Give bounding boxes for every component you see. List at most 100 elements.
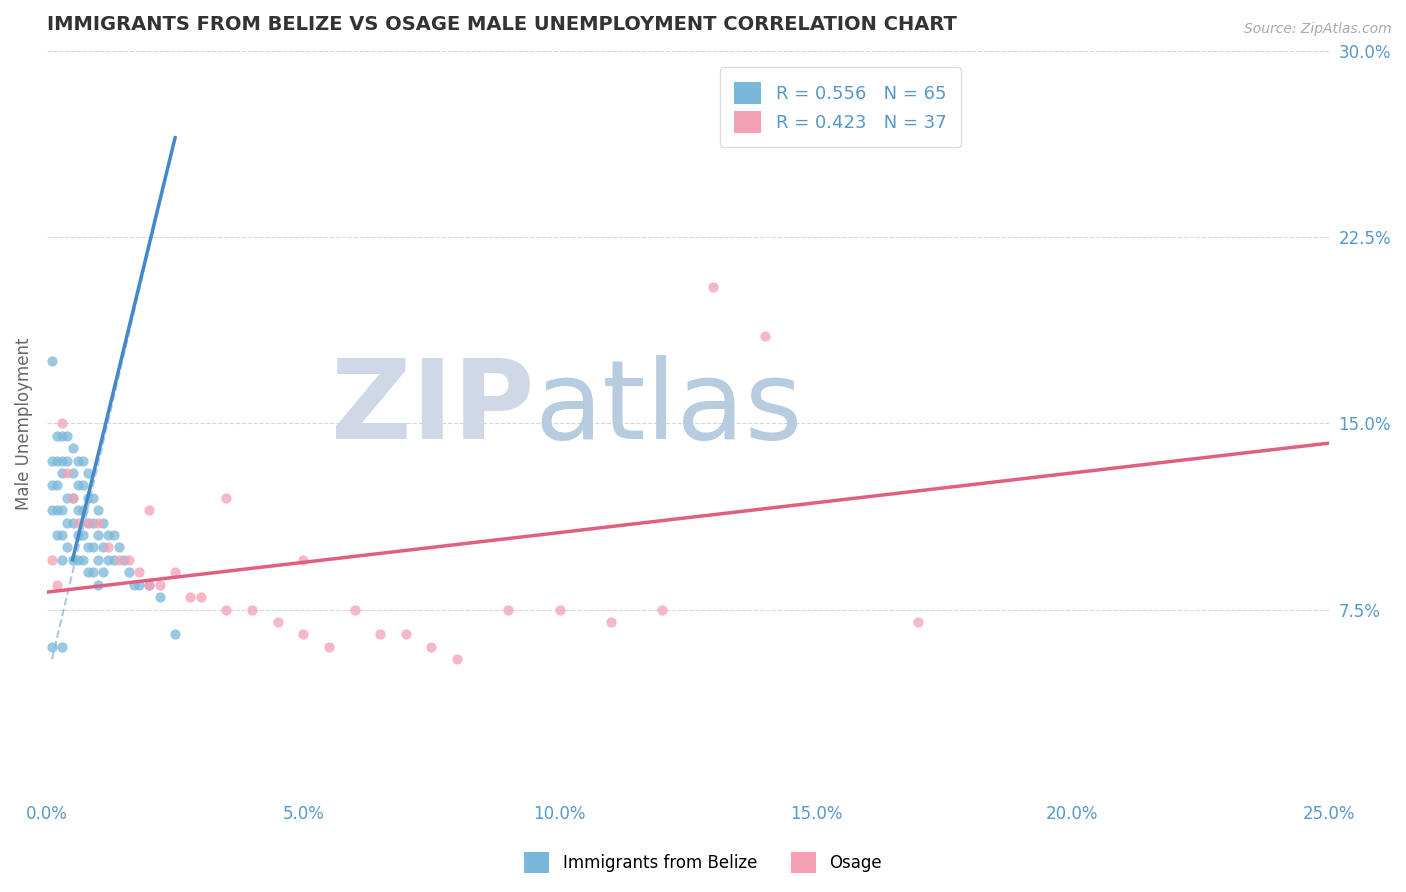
Point bbox=[56, 541, 79, 555]
Point bbox=[66, 553, 89, 567]
Point bbox=[651, 602, 673, 616]
Point bbox=[51, 428, 73, 442]
Point bbox=[87, 516, 110, 530]
Point bbox=[91, 566, 114, 580]
Point bbox=[51, 503, 73, 517]
Point bbox=[46, 503, 69, 517]
Point bbox=[91, 516, 114, 530]
Point bbox=[138, 503, 160, 517]
Point bbox=[51, 453, 73, 467]
Point bbox=[87, 528, 110, 542]
Point bbox=[77, 516, 100, 530]
Point bbox=[72, 528, 94, 542]
Point bbox=[56, 516, 79, 530]
Text: Source: ZipAtlas.com: Source: ZipAtlas.com bbox=[1244, 22, 1392, 37]
Point bbox=[599, 615, 621, 629]
Point bbox=[66, 503, 89, 517]
Point bbox=[82, 541, 104, 555]
Point bbox=[149, 577, 172, 591]
Point bbox=[41, 503, 63, 517]
Point bbox=[118, 553, 141, 567]
Point bbox=[122, 577, 145, 591]
Point bbox=[56, 453, 79, 467]
Point bbox=[128, 566, 150, 580]
Point bbox=[266, 615, 288, 629]
Point bbox=[56, 466, 79, 480]
Point bbox=[190, 590, 212, 604]
Legend: Immigrants from Belize, Osage: Immigrants from Belize, Osage bbox=[517, 846, 889, 880]
Point bbox=[446, 652, 468, 666]
Point bbox=[107, 541, 129, 555]
Point bbox=[87, 577, 110, 591]
Point bbox=[72, 503, 94, 517]
Point bbox=[62, 491, 84, 505]
Point bbox=[165, 627, 187, 641]
Point bbox=[292, 627, 315, 641]
Point bbox=[51, 528, 73, 542]
Point bbox=[368, 627, 391, 641]
Point bbox=[46, 528, 69, 542]
Point bbox=[41, 354, 63, 368]
Point bbox=[97, 553, 120, 567]
Point bbox=[179, 590, 201, 604]
Point bbox=[66, 528, 89, 542]
Point bbox=[72, 478, 94, 492]
Point bbox=[51, 640, 73, 654]
Point bbox=[103, 528, 125, 542]
Legend: R = 0.556   N = 65, R = 0.423   N = 37: R = 0.556 N = 65, R = 0.423 N = 37 bbox=[720, 67, 960, 147]
Point bbox=[77, 466, 100, 480]
Point bbox=[46, 478, 69, 492]
Point bbox=[82, 516, 104, 530]
Point bbox=[318, 640, 340, 654]
Point bbox=[103, 553, 125, 567]
Point bbox=[66, 478, 89, 492]
Point bbox=[56, 428, 79, 442]
Point bbox=[51, 553, 73, 567]
Point bbox=[165, 566, 187, 580]
Point bbox=[51, 466, 73, 480]
Point bbox=[77, 566, 100, 580]
Point bbox=[66, 516, 89, 530]
Point bbox=[77, 541, 100, 555]
Point bbox=[41, 453, 63, 467]
Point bbox=[702, 279, 724, 293]
Point bbox=[91, 541, 114, 555]
Point bbox=[97, 541, 120, 555]
Point bbox=[498, 602, 520, 616]
Point bbox=[46, 453, 69, 467]
Point bbox=[41, 553, 63, 567]
Point bbox=[41, 640, 63, 654]
Point bbox=[240, 602, 263, 616]
Point bbox=[62, 466, 84, 480]
Point bbox=[548, 602, 571, 616]
Point bbox=[46, 577, 69, 591]
Point bbox=[46, 428, 69, 442]
Point bbox=[77, 516, 100, 530]
Point bbox=[87, 553, 110, 567]
Point bbox=[107, 553, 129, 567]
Y-axis label: Male Unemployment: Male Unemployment bbox=[15, 337, 32, 509]
Point bbox=[66, 453, 89, 467]
Point bbox=[292, 553, 315, 567]
Point bbox=[343, 602, 366, 616]
Point bbox=[77, 491, 100, 505]
Point bbox=[907, 615, 929, 629]
Text: ZIP: ZIP bbox=[330, 355, 534, 462]
Point bbox=[41, 478, 63, 492]
Point bbox=[62, 553, 84, 567]
Point bbox=[62, 516, 84, 530]
Point bbox=[118, 566, 141, 580]
Point bbox=[215, 491, 238, 505]
Point bbox=[420, 640, 443, 654]
Point bbox=[72, 553, 94, 567]
Point bbox=[82, 491, 104, 505]
Point bbox=[138, 577, 160, 591]
Point bbox=[51, 417, 73, 431]
Text: atlas: atlas bbox=[534, 355, 803, 462]
Point bbox=[128, 577, 150, 591]
Point bbox=[149, 590, 172, 604]
Point bbox=[112, 553, 135, 567]
Point bbox=[56, 491, 79, 505]
Point bbox=[62, 441, 84, 455]
Point bbox=[138, 577, 160, 591]
